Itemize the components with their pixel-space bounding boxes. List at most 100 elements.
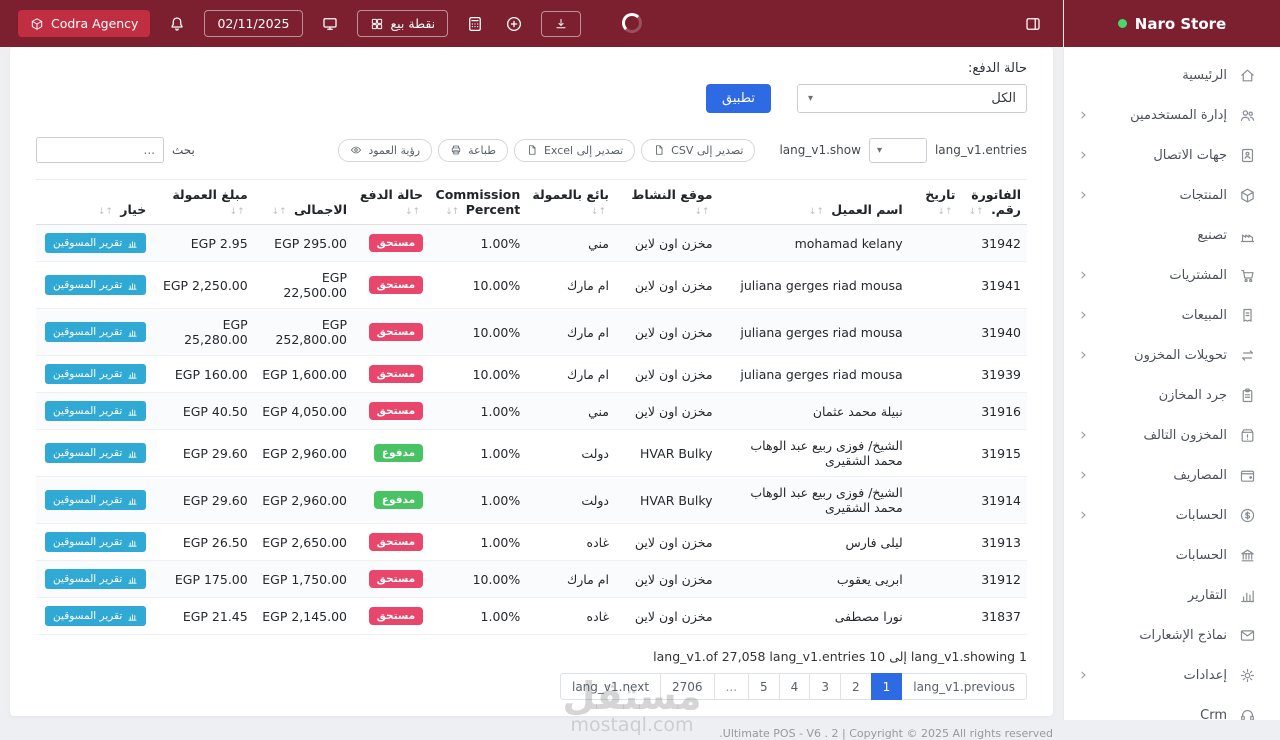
cell-date <box>908 597 962 635</box>
sidebar-item[interactable]: جهات الاتصال ‹ <box>1064 135 1280 175</box>
export-excel-button[interactable]: تصدير إلى Excel <box>513 138 636 162</box>
marketers-report-button[interactable]: تقرير المسوقين <box>45 322 147 342</box>
report-icon <box>127 611 138 622</box>
cell-invoice-no: 31941 <box>961 261 1027 309</box>
next-page-button[interactable]: lang_v1.next <box>559 673 662 700</box>
cell-invoice-no: 31914 <box>961 476 1027 524</box>
column-header[interactable]: مبلغ العمولة ↑↓ <box>152 179 254 225</box>
marketers-report-button[interactable]: تقرير المسوقين <box>45 401 147 421</box>
column-visibility-button[interactable]: رؤية العمود <box>338 138 433 162</box>
pos-screen-button[interactable] <box>318 12 342 36</box>
page-number-button[interactable]: 2706 <box>660 673 715 700</box>
sidebar-item-label: الحسابات <box>1175 547 1227 563</box>
sort-icon: ↑↓ <box>445 207 459 217</box>
sidebar-item[interactable]: Crm <box>1064 695 1280 720</box>
marketers-report-button[interactable]: تقرير المسوقين <box>45 532 147 552</box>
topbar: Codra Agency 02/11/2025 نقطة بيع <box>0 0 1063 47</box>
sidebar-item-label: تصنيع <box>1197 227 1227 243</box>
cell-business-location: مخزن اون لاين <box>615 224 719 262</box>
column-header[interactable]: الاجمالى ↑↓ <box>253 179 354 225</box>
reports-icon <box>1239 587 1256 604</box>
cell-date <box>908 308 962 356</box>
chevron-left-icon: ‹ <box>1080 464 1087 485</box>
column-header[interactable]: الفاتورة رقم. ↑↓ <box>961 179 1027 225</box>
agency-button[interactable]: Codra Agency <box>18 10 151 37</box>
sidebar-item[interactable]: جرد المخازن <box>1064 375 1280 415</box>
column-header[interactable]: تاريخ ↑↓ <box>908 179 962 225</box>
sidebar-item[interactable]: الرئيسية <box>1064 55 1280 95</box>
download-button[interactable] <box>541 10 582 37</box>
column-header[interactable]: موقع النشاط ↑↓ <box>615 179 719 225</box>
home-icon <box>1239 67 1256 84</box>
sidebar-menu: الرئيسية إدارة المستخدمين ‹ جهات الاتصال ‹ ال… <box>1064 47 1280 720</box>
table-row: 31915 الشيخ/ فوزى ربيع عبد الوهاب محمد ال… <box>36 429 1027 477</box>
sidebar-item[interactable]: المنتجات ‹ <box>1064 175 1280 215</box>
marketers-report-button[interactable]: تقرير المسوقين <box>45 490 147 510</box>
page-number-button[interactable]: 1 <box>870 673 903 700</box>
export-button-label: رؤية العمود <box>368 143 421 157</box>
page-length-select[interactable]: ▾ <box>868 137 927 163</box>
marketers-report-button[interactable]: تقرير المسوقين <box>45 364 147 384</box>
sidebar-item[interactable]: التقارير <box>1064 575 1280 615</box>
column-header[interactable]: بائع بالعمولة ↑↓ <box>526 179 615 225</box>
previous-page-button[interactable]: lang_v1.previous <box>901 673 1027 700</box>
export-csv-button[interactable]: تصدير إلى CSV <box>641 138 756 162</box>
marketers-report-button[interactable]: تقرير المسوقين <box>45 443 147 463</box>
calculator-button[interactable] <box>463 12 487 36</box>
cell-action: تقرير المسوقين <box>36 597 153 635</box>
sidebar-item[interactable]: إدارة المستخدمين ‹ <box>1064 95 1280 135</box>
payment-status-select[interactable]: الكل ▾ <box>797 84 1027 113</box>
sidebar-item-label: المنتجات <box>1179 187 1227 203</box>
payment-status-badge: مستحق <box>368 570 424 588</box>
cell-payment-status: مستحق <box>353 355 430 393</box>
add-button[interactable] <box>502 12 526 36</box>
cell-payment-status: مستحق <box>353 523 430 561</box>
page-number-button[interactable]: 3 <box>809 673 841 700</box>
payment-status-badge: مستحق <box>368 402 424 420</box>
column-header[interactable]: Commission Percent ↑↓ <box>429 179 527 225</box>
cell-invoice-no: 31940 <box>961 308 1027 356</box>
page-number-button[interactable]: 5 <box>748 673 780 700</box>
apply-button[interactable]: تطبيق <box>706 84 771 113</box>
cell-commission-amount: EGP 29.60 <box>152 429 254 477</box>
sidebar-item-label: الرئيسية <box>1182 67 1227 83</box>
sidebar-item[interactable]: المشتريات ‹ <box>1064 255 1280 295</box>
marketers-report-button[interactable]: تقرير المسوقين <box>45 569 147 589</box>
cell-total: EGP 4,050.00 <box>253 392 354 430</box>
pos-button[interactable]: نقطة بيع <box>356 10 449 37</box>
table-row: 31916 نبيلة محمد عثمان مخزن اون لاين مني 1.0… <box>36 392 1027 430</box>
print-button[interactable]: طباعة <box>438 138 508 162</box>
sidebar-item[interactable]: تحويلات المخزون ‹ <box>1064 335 1280 375</box>
cell-commission-agent: دولت <box>526 476 615 524</box>
sort-icon: ↑↓ <box>404 207 421 217</box>
sidebar-item[interactable]: المبيعات ‹ <box>1064 295 1280 335</box>
table-row: 31913 ليلى فارس مخزن اون لاين غاده 1.00% مستح… <box>36 523 1027 561</box>
marketers-report-button[interactable]: تقرير المسوقين <box>45 606 147 626</box>
sidebar-item[interactable]: المخزون التالف ‹ <box>1064 415 1280 455</box>
page-number-button[interactable]: 2 <box>839 673 872 700</box>
column-header[interactable]: اسم العميل ↑↓ <box>718 179 909 225</box>
download-icon <box>554 17 568 31</box>
report-icon <box>127 574 138 585</box>
sidebar-item[interactable]: تصنيع <box>1064 215 1280 255</box>
sidebar-item[interactable]: المصاريف ‹ <box>1064 455 1280 495</box>
page-number-button[interactable]: 4 <box>778 673 811 700</box>
search-input[interactable] <box>36 137 164 163</box>
sidebar-item[interactable]: الحسابات ‹ <box>1064 495 1280 535</box>
notifications-bell-button[interactable] <box>165 12 189 36</box>
cell-commission-amount: EGP 29.60 <box>152 476 254 524</box>
marketers-report-button[interactable]: تقرير المسوقين <box>45 275 147 295</box>
date-display[interactable]: 02/11/2025 <box>204 10 303 37</box>
payment-status-badge: مدفوع <box>373 491 424 509</box>
cell-commission-amount: EGP 26.50 <box>152 523 254 561</box>
sidebar: Naro Store الرئيسية إدارة المستخدمين ‹ جهات… <box>1063 0 1280 720</box>
column-header[interactable]: حالة الدفع ↑↓ <box>353 179 430 225</box>
marketers-report-button[interactable]: تقرير المسوقين <box>45 233 147 253</box>
sidebar-item[interactable]: إعدادات ‹ <box>1064 655 1280 695</box>
sidebar-item[interactable]: الحسابات <box>1064 535 1280 575</box>
filter-row: الكل ▾ تطبيق <box>36 84 1027 113</box>
column-header[interactable]: خيار ↑↓ <box>36 179 153 225</box>
sidebar-item[interactable]: نماذج الإشعارات <box>1064 615 1280 655</box>
sidebar-toggle-button[interactable] <box>1021 12 1045 36</box>
chevron-left-icon: ‹ <box>1080 184 1087 205</box>
